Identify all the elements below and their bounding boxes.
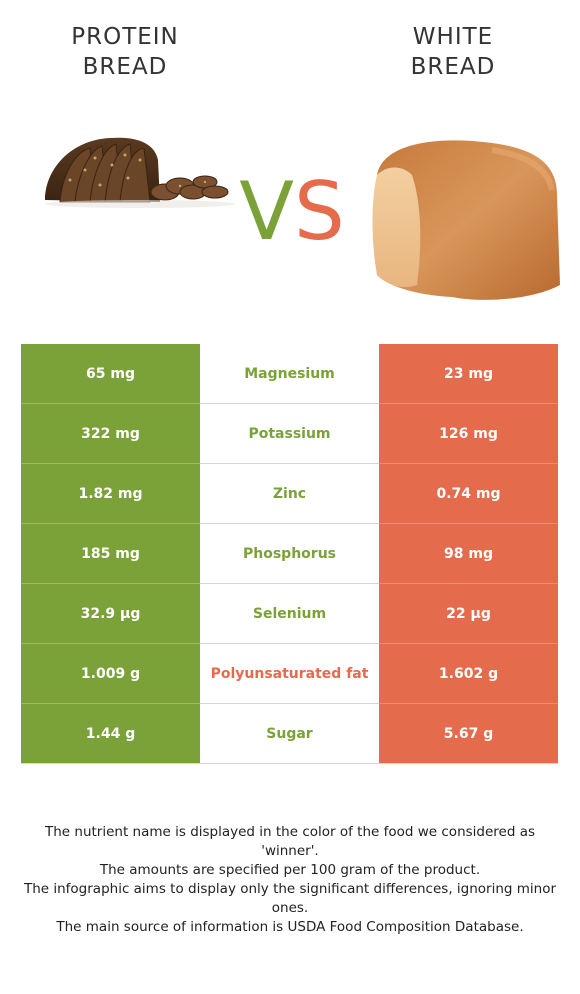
footer-notes: The nutrient name is displayed in the co… <box>20 823 560 937</box>
title-line: PROTEIN <box>71 24 179 50</box>
footer-note: The amounts are specified per 100 gram o… <box>99 862 481 878</box>
white-bread-value: 1.602 g <box>379 644 558 704</box>
vs-v: V <box>239 165 294 258</box>
title-line: BREAD <box>82 54 168 80</box>
comparison-table: 65 mg Magnesium 23 mg 322 mg Potassium 126 mg… <box>21 344 558 764</box>
protein-bread-image <box>45 137 235 208</box>
protein-bread-value: 185 mg <box>21 524 200 584</box>
table-row: 185 mg Phosphorus 98 mg <box>21 524 558 584</box>
protein-bread-value: 32.9 µg <box>21 584 200 644</box>
nutrient-name: Phosphorus <box>200 524 379 584</box>
white-bread-value: 22 µg <box>379 584 558 644</box>
table-row: 32.9 µg Selenium 22 µg <box>21 584 558 644</box>
title-line: WHITE <box>412 24 494 50</box>
white-bread-value: 98 mg <box>379 524 558 584</box>
white-bread-image <box>372 140 560 300</box>
white-bread-title: WHITE BREAD <box>333 22 573 82</box>
protein-bread-value: 1.82 mg <box>21 464 200 524</box>
protein-bread-value: 65 mg <box>21 344 200 404</box>
protein-bread-value: 1.44 g <box>21 704 200 764</box>
nutrient-name: Selenium <box>200 584 379 644</box>
footer-note: The infographic aims to display only the… <box>23 881 557 916</box>
table-row: 1.44 g Sugar 5.67 g <box>21 704 558 764</box>
white-bread-value: 0.74 mg <box>379 464 558 524</box>
table-row: 322 mg Potassium 126 mg <box>21 404 558 464</box>
nutrient-name: Sugar <box>200 704 379 764</box>
title-line: BREAD <box>410 54 496 80</box>
vs-label: VS <box>222 162 362 262</box>
protein-bread-value: 322 mg <box>21 404 200 464</box>
nutrient-name: Zinc <box>200 464 379 524</box>
white-bread-value: 5.67 g <box>379 704 558 764</box>
white-bread-value: 126 mg <box>379 404 558 464</box>
table-row: 1.009 g Polyunsaturated fat 1.602 g <box>21 644 558 704</box>
protein-bread-value: 1.009 g <box>21 644 200 704</box>
vs-s: S <box>293 165 345 258</box>
nutrient-name: Potassium <box>200 404 379 464</box>
nutrient-name: Polyunsaturated fat <box>200 644 379 704</box>
footer-note: The main source of information is USDA F… <box>56 919 524 935</box>
protein-bread-title: PROTEIN BREAD <box>5 22 245 82</box>
table-row: 65 mg Magnesium 23 mg <box>21 344 558 404</box>
footer-note: The nutrient name is displayed in the co… <box>44 824 536 859</box>
nutrient-name: Magnesium <box>200 344 379 404</box>
table-row: 1.82 mg Zinc 0.74 mg <box>21 464 558 524</box>
white-bread-value: 23 mg <box>379 344 558 404</box>
